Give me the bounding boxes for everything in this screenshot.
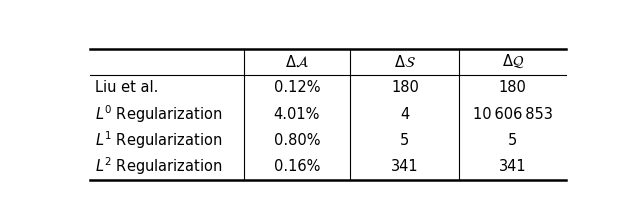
Text: 4: 4	[400, 107, 410, 122]
Text: $L^1$ Regularization: $L^1$ Regularization	[95, 130, 222, 151]
Text: 180: 180	[391, 80, 419, 95]
Text: 10 606 853: 10 606 853	[473, 107, 553, 122]
Text: 4.01%: 4.01%	[274, 107, 320, 122]
Text: 341: 341	[499, 159, 527, 174]
Text: $\Delta\mathcal{S}$: $\Delta\mathcal{S}$	[394, 54, 416, 70]
Text: 341: 341	[391, 159, 419, 174]
Text: 0.80%: 0.80%	[274, 133, 320, 148]
Text: $\Delta\mathcal{A}$: $\Delta\mathcal{A}$	[285, 54, 309, 69]
Text: 0.16%: 0.16%	[274, 159, 320, 174]
Text: 5: 5	[400, 133, 410, 148]
Text: $\Delta\mathcal{Q}$: $\Delta\mathcal{Q}$	[502, 53, 524, 70]
Text: $L^0$ Regularization: $L^0$ Regularization	[95, 103, 222, 125]
Text: Liu et al.: Liu et al.	[95, 80, 158, 95]
Text: $L^2$ Regularization: $L^2$ Regularization	[95, 156, 222, 177]
Text: 5: 5	[508, 133, 517, 148]
Text: 0.12%: 0.12%	[274, 80, 320, 95]
Text: 180: 180	[499, 80, 527, 95]
